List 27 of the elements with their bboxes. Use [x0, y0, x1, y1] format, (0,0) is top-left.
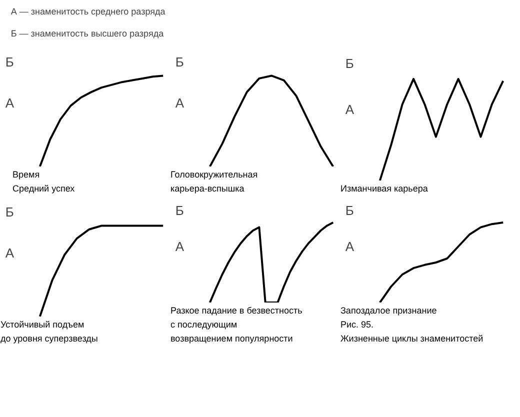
text: Б: [175, 203, 184, 218]
text: Б: [345, 203, 354, 218]
text: Б: [5, 204, 14, 220]
text: Жизненные циклы знаменитостей: [340, 334, 484, 344]
chart-title: А — знаменитость среднего разряда: [10, 6, 166, 16]
text: Средний успех: [12, 184, 76, 194]
text: Запоздалое признание: [340, 306, 437, 316]
text: А: [175, 95, 184, 110]
text: Б: [345, 56, 354, 72]
text: возвращением популярности: [170, 334, 293, 344]
x-axis-title: Время: [12, 170, 40, 180]
text: Разкое падание в безвестность: [170, 306, 303, 316]
text: с последующим: [170, 320, 238, 330]
chart-subtitle: Б — знаменитость высшего разряда: [10, 28, 164, 38]
text: до уровня суперзвезды: [0, 334, 98, 344]
text: карьера-вспышка: [170, 184, 244, 194]
text: А: [175, 239, 184, 254]
text: Головокружительная: [170, 170, 258, 180]
text: А: [5, 95, 14, 110]
text: Б: [175, 54, 184, 70]
text: А: [345, 239, 354, 254]
text: Б: [5, 54, 14, 70]
text: Изманчивая карьера: [340, 184, 428, 194]
text: Рис. 95.: [340, 320, 374, 330]
text: Устойчивый подъем: [0, 320, 84, 330]
text: А: [345, 102, 354, 117]
text: А: [5, 245, 14, 260]
